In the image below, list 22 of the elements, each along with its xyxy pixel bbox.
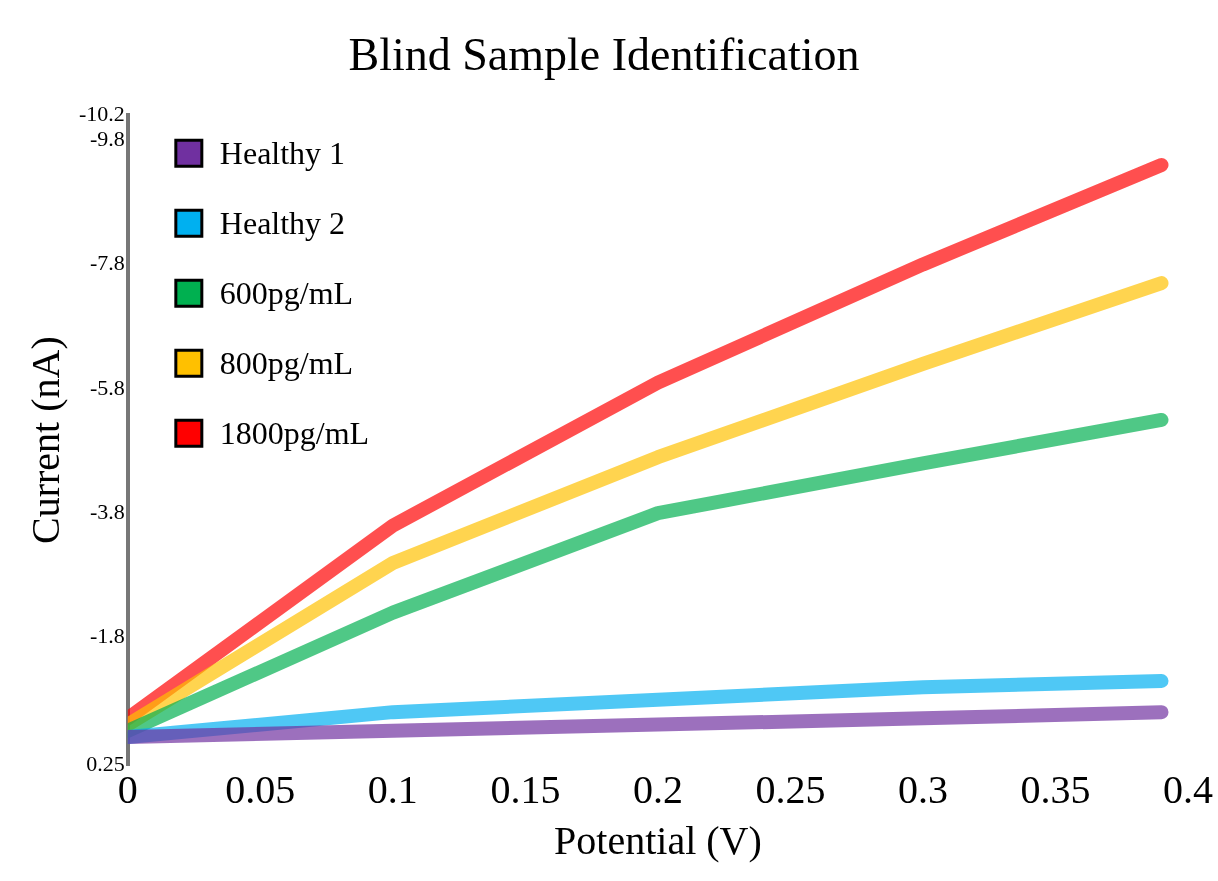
y-tick-label: -9.8 xyxy=(90,125,125,151)
x-tick-label: 0.05 xyxy=(225,766,296,812)
y-tick-label: -1.8 xyxy=(90,623,125,649)
y-axis-title: Current (nA) xyxy=(22,336,68,544)
legend-label: Healthy 1 xyxy=(219,134,346,171)
x-tick-label: 0.3 xyxy=(897,766,948,812)
chart-title: Blind Sample Identification xyxy=(348,28,860,80)
x-tick-label: 0.1 xyxy=(367,766,418,812)
legend-label: 800pg/mL xyxy=(219,344,354,381)
y-tick-label: -7.8 xyxy=(90,250,125,276)
x-tick-label: 0.15 xyxy=(490,766,561,812)
x-tick-label: 0.2 xyxy=(632,766,683,812)
x-axis-title: Potential (V) xyxy=(554,817,762,863)
legend-label: Healthy 2 xyxy=(219,204,346,241)
x-tick-label: 0.25 xyxy=(755,766,826,812)
x-tick-label: 0.4 xyxy=(1163,766,1213,812)
legend-label: 1800pg/mL xyxy=(219,414,370,451)
y-tick-label: -10.2 xyxy=(79,100,125,126)
x-tick-label: 0.35 xyxy=(1020,766,1091,812)
y-tick-label: -3.8 xyxy=(90,498,125,524)
legend-label: 600pg/mL xyxy=(219,274,354,311)
y-tick-label: -5.8 xyxy=(90,374,125,400)
